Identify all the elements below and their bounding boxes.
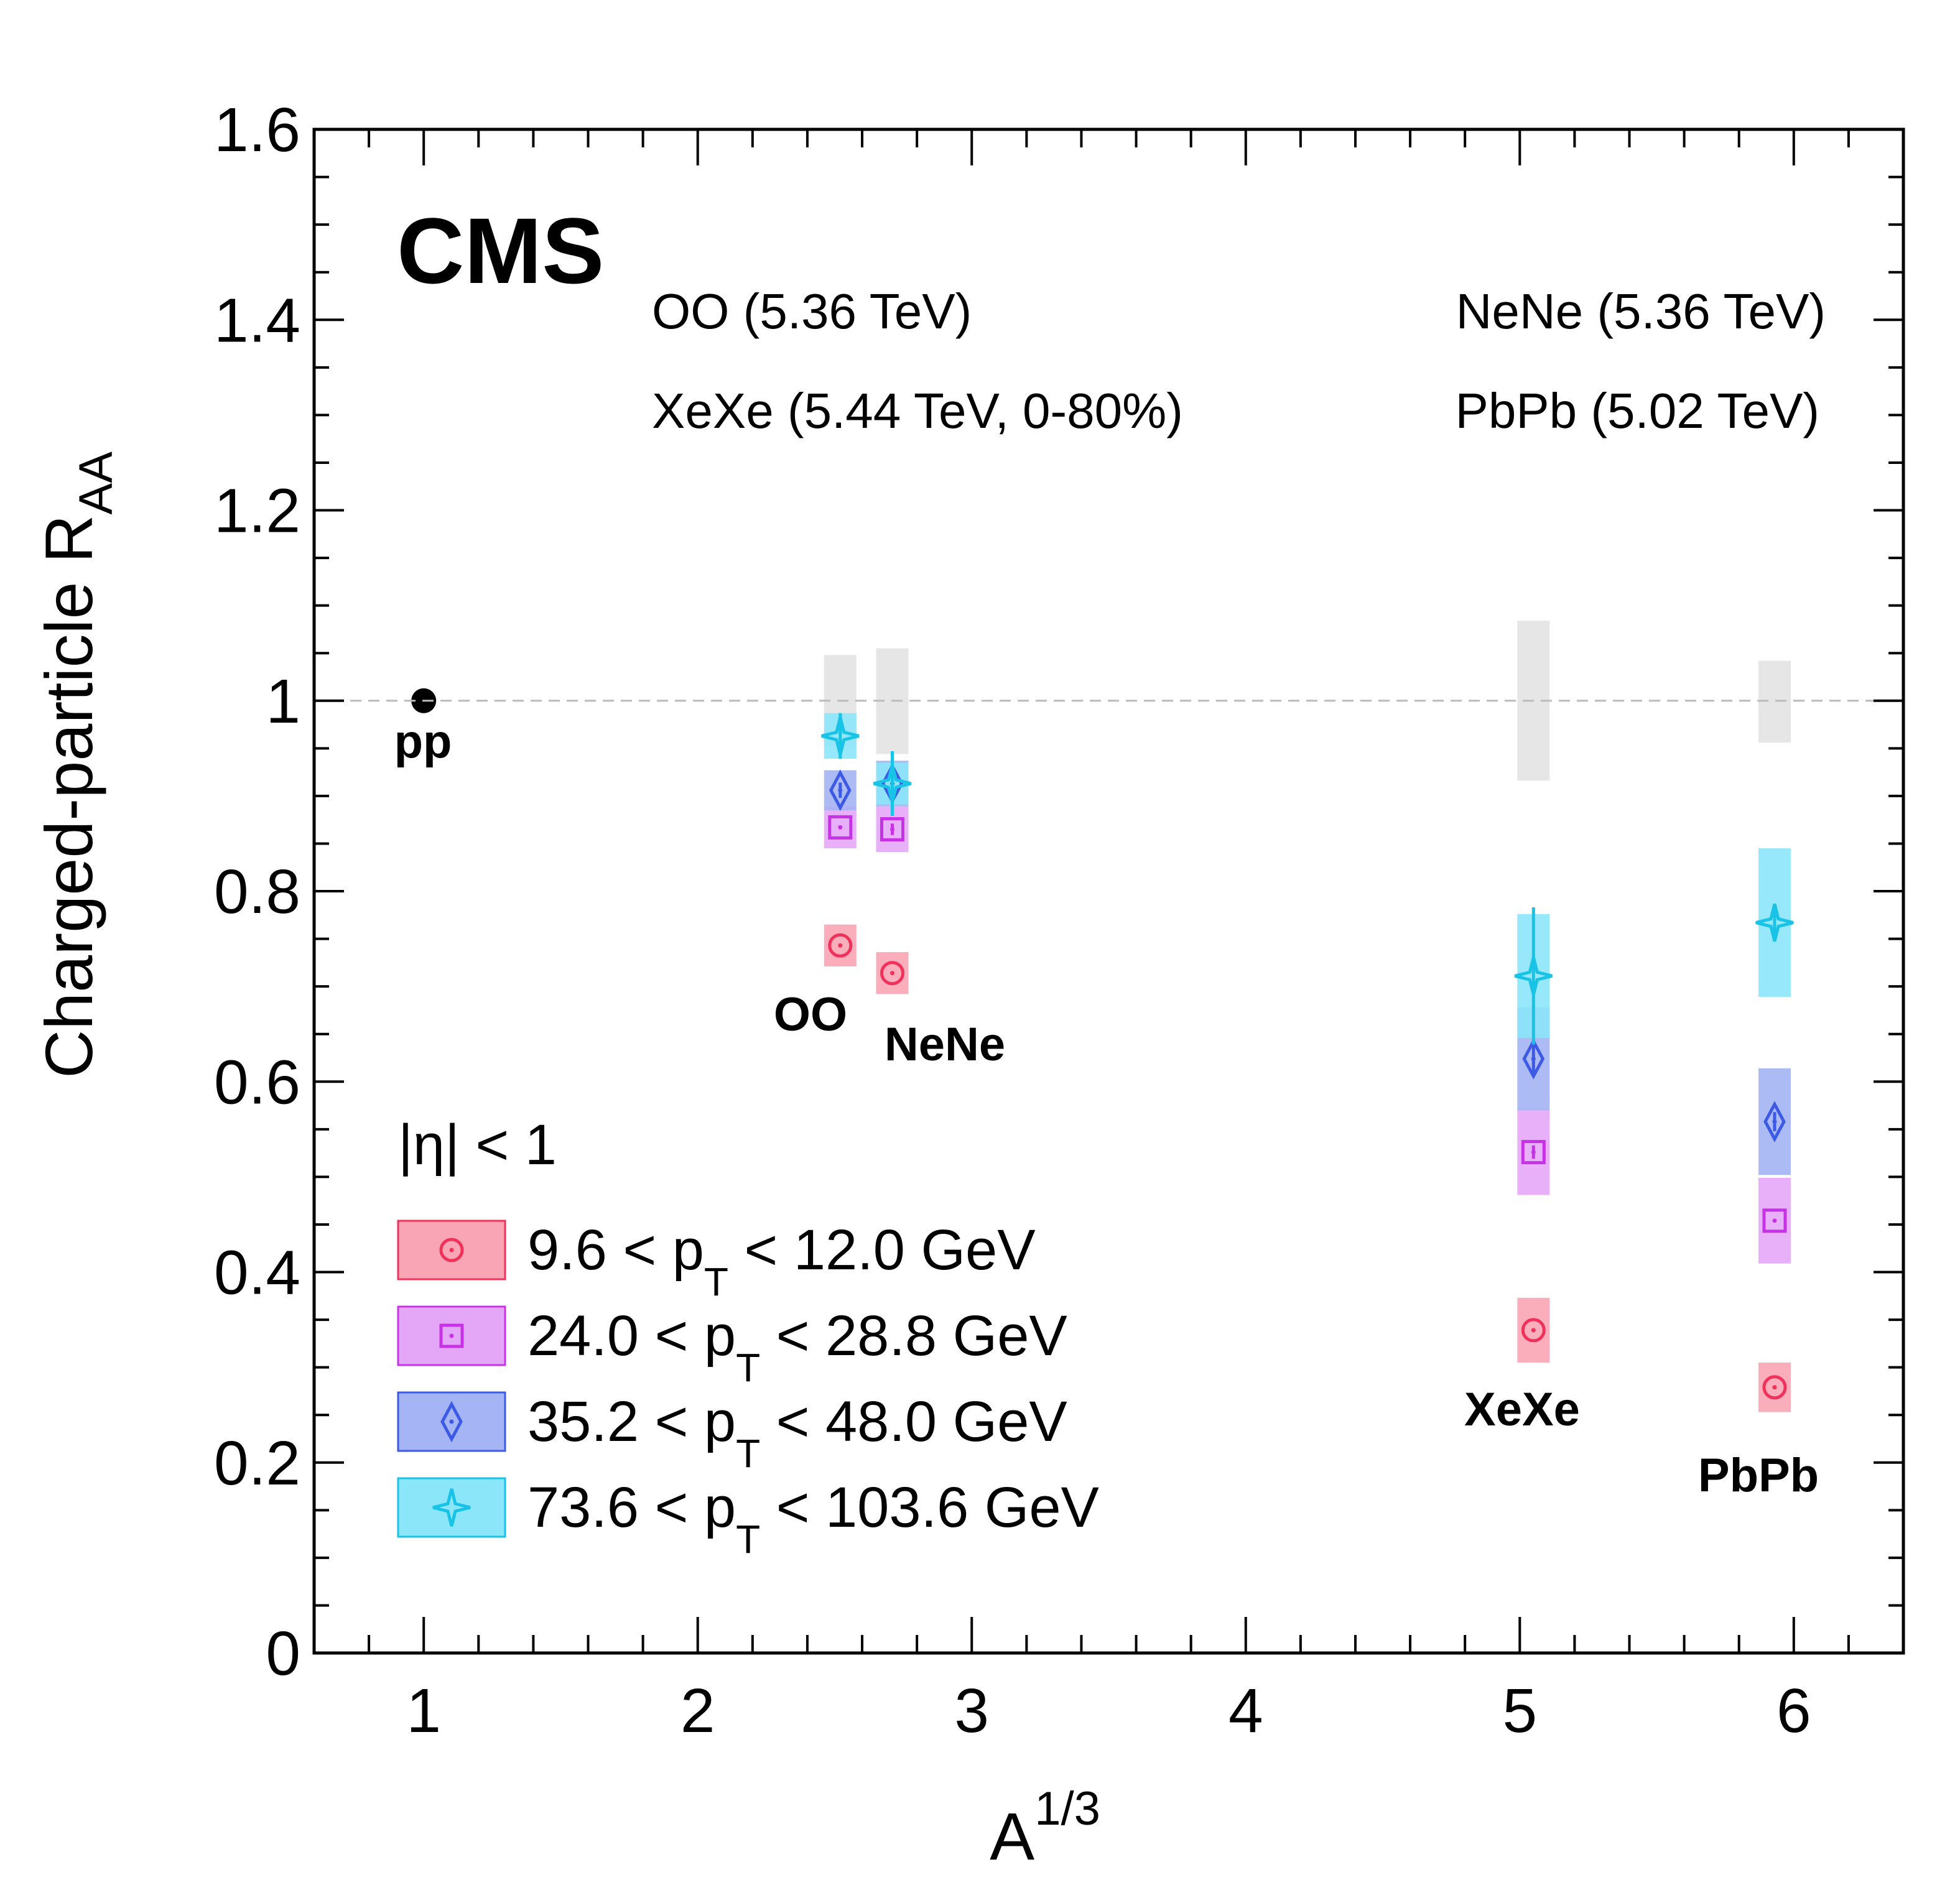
marker-s2-p2-center [1531,1057,1536,1061]
collision-label-nene: NeNe (5.36 TeV) [1456,284,1826,339]
marker-s0-p1 [880,961,904,986]
marker-s1-p0-center [838,825,843,830]
y-tick-label: 0.2 [214,1429,300,1498]
legend-marker-3 [432,1488,471,1527]
system-label-pbpb: PbPb [1698,1449,1819,1502]
legend-entry-sub: T [704,1259,728,1304]
marker-s0-p2 [1521,1318,1546,1343]
marker-s1-p1-center [889,827,894,831]
legend-entry-3: 73.6 < pT < 103.6 GeV [527,1476,1099,1562]
marker-s0-p3-center [1772,1385,1777,1390]
marker-s1-p0 [828,815,853,840]
legend-entry-prefix: 73.6 < p [527,1476,736,1539]
legend-entry-prefix: 35.2 < p [527,1390,736,1453]
marker-s3-p1 [873,764,912,803]
y-tick-label: 0.8 [214,857,300,927]
x-axis-title-main: A [990,1799,1034,1874]
marker-s2-p0 [829,769,852,811]
x-tick-label: 2 [680,1676,715,1746]
x-tick-label: 4 [1228,1676,1263,1746]
marker-s3-p0 [821,716,860,756]
marker-s2-p3 [1763,1101,1786,1142]
legend-entry-sub: T [736,1517,760,1562]
legend-marker-0-center [449,1248,454,1253]
marker-s1-p3-center [1772,1218,1777,1223]
legend-entry-sub: T [736,1431,760,1476]
x-tick-label: 3 [954,1676,989,1746]
legend-marker-1-center [449,1333,454,1338]
plot-frame [312,127,1905,1655]
marker-s1-p2-center [1531,1150,1536,1155]
legend-entry-prefix: 24.0 < p [527,1304,736,1368]
marker-s0-p1-center [889,971,894,976]
tick-labels: 0 0.2 0.4 0.6 0.8 1 1.2 1.4 1.6 1 2 3 4 5 6 [214,95,1811,1746]
x-tick-label: 6 [1777,1676,1811,1746]
legend-entry-2: 35.2 < pT < 48.0 GeV [527,1390,1067,1476]
collision-label-xexe: XeXe (5.44 TeV, 0-80%) [652,383,1183,438]
y-tick-label: 0.6 [214,1047,300,1117]
uncertainty-boxes [824,621,1791,1412]
collision-label-pbpb: PbPb (5.02 TeV) [1455,383,1819,438]
x-axis-title-sup: 1/3 [1034,1782,1100,1835]
x-tick-label: 1 [406,1676,441,1746]
legend-entry-1: 24.0 < pT < 28.8 GeV [527,1304,1067,1390]
y-tick-label: 1.4 [214,285,300,355]
marker-s1-p1 [880,817,904,841]
system-label-xexe: XeXe [1464,1383,1580,1436]
legend-marker-0 [439,1238,464,1262]
legend-entry-suffix: < 12.0 GeV [728,1218,1036,1282]
system-label-oo: OO [774,988,847,1041]
legend-entry-suffix: < 28.8 GeV [760,1304,1067,1368]
marker-s2-p3-center [1772,1119,1777,1124]
eta-cut-label: |η| < 1 [398,1113,557,1177]
chart-text: CMS OO (5.36 TeV) NeNe (5.36 TeV) XeXe (… [31,198,1826,1874]
marker-s0-p3 [1762,1375,1787,1400]
data-markers [411,688,1794,1400]
y-tick-label: 1.6 [214,95,300,165]
chart-title: CMS [397,198,604,303]
y-axis-title-sub: AA [70,451,123,515]
legend-box-3 [397,1477,506,1538]
x-axis-title: A1/3 [990,1782,1100,1874]
y-tick-label: 1.2 [214,476,300,546]
y-axis-title: Charged-particle RAA [31,451,123,1078]
norm-uncertainty-box-pbpb [1758,660,1791,743]
marker-s1-p2 [1521,1140,1546,1165]
system-label-nene: NeNe [885,1018,1005,1071]
marker-s1-p3 [1762,1208,1787,1233]
legend-entry-suffix: < 48.0 GeV [760,1390,1067,1453]
legend-entry-0: 9.6 < pT < 12.0 GeV [527,1218,1036,1304]
y-tick-label: 1 [266,667,300,736]
legend-marker-1 [439,1323,464,1348]
marker-s2-p0-center [838,788,843,793]
x-tick-label: 5 [1502,1676,1537,1746]
y-axis-title-main: Charged-particle R [31,514,106,1078]
y-tick-label: 0 [266,1619,300,1688]
legend-entry-prefix: 9.6 < p [527,1218,704,1282]
marker-s3-p2 [1514,956,1553,995]
legend-entry-sub: T [736,1345,760,1390]
pp-label: pp [394,715,452,768]
legend-marker-2 [440,1401,463,1443]
y-tick-label: 0.4 [214,1238,300,1308]
collision-label-oo: OO (5.36 TeV) [652,284,972,339]
legend-marker-2-center [449,1419,454,1424]
legend-entry-suffix: < 103.6 GeV [760,1476,1099,1539]
marker-s0-p0 [828,933,853,958]
marker-s0-p2-center [1531,1328,1536,1333]
marker-s0-p0-center [838,943,843,948]
marker-s2-p2 [1522,1038,1545,1080]
marker-s3-p3 [1755,903,1794,942]
